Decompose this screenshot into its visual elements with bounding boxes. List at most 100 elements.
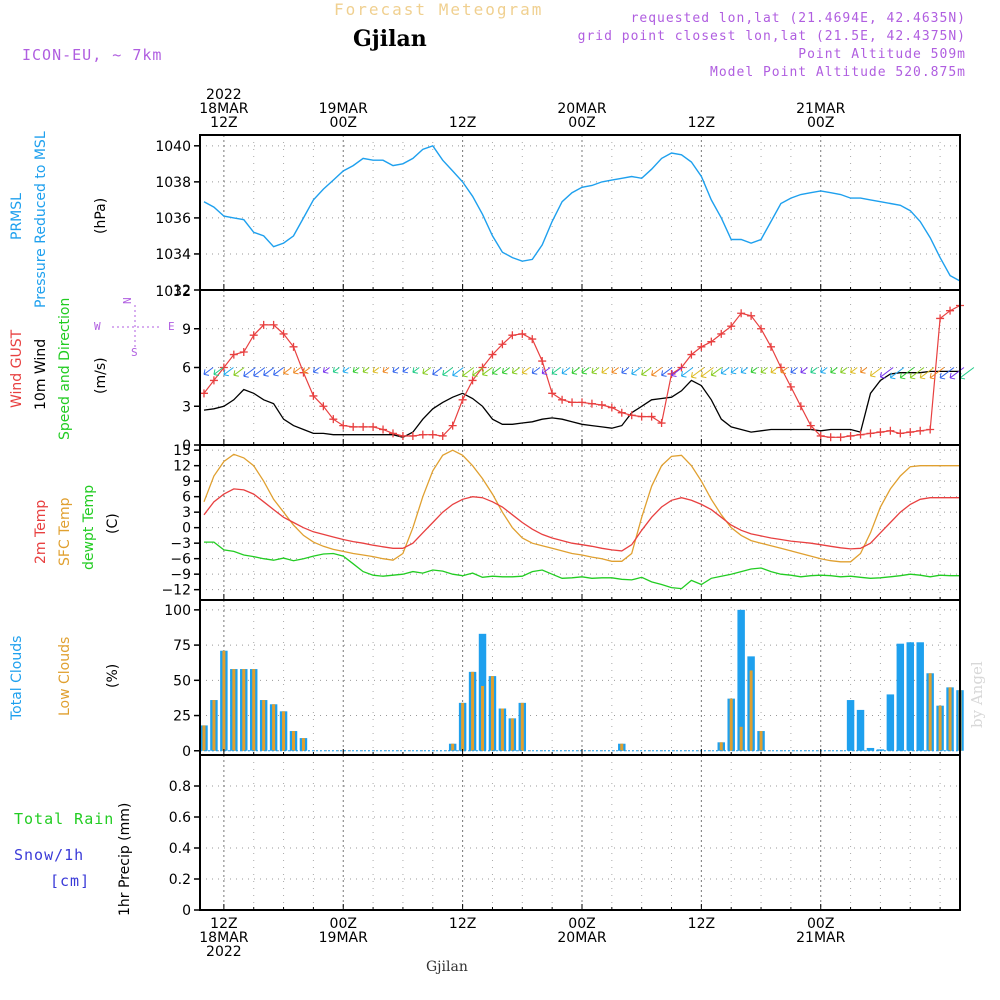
wind-direction-arrow xyxy=(720,367,730,375)
low-clouds-bar xyxy=(242,669,246,751)
bottom-time-label: 20MAR xyxy=(557,930,606,946)
wind-gust-marker xyxy=(766,342,775,351)
bottom-time-label: 18MAR xyxy=(199,930,248,946)
wind-direction-arrow xyxy=(273,367,284,377)
dewpt-temp-line xyxy=(204,541,960,590)
wind-speed-line xyxy=(203,370,960,438)
wind-gust-marker xyxy=(468,376,477,385)
model-label: ICON-EU, ~ 7km xyxy=(22,46,163,64)
wind-gust-marker xyxy=(747,311,756,320)
wind-direction-arrow xyxy=(611,367,620,375)
wind-gust-marker xyxy=(587,399,596,408)
wind-gust-marker xyxy=(936,314,945,323)
wind-gust-marker xyxy=(806,421,815,430)
wind-direction-arrow xyxy=(293,367,302,375)
bottom-time-label: 21MAR xyxy=(796,930,845,946)
low-clouds-bar xyxy=(490,676,494,751)
wind-direction-arrow xyxy=(332,366,340,374)
wind-direction-arrow xyxy=(283,367,292,375)
wind-gust-marker xyxy=(717,329,726,338)
wind-gust-marker xyxy=(518,329,527,338)
wind-gust-marker xyxy=(856,430,865,439)
wind-direction-arrow xyxy=(909,367,925,380)
wind-direction-arrow xyxy=(551,367,561,376)
point-altitude: Point Altitude 509m xyxy=(798,47,966,62)
wind-direction-arrow xyxy=(651,367,663,377)
low-clouds-bar xyxy=(481,685,485,751)
grid-point-coords: grid point closest lon,lat (21.5E, 42.43… xyxy=(577,29,966,44)
wind-direction-arrow xyxy=(501,367,511,375)
y-tick-label: 0.8 xyxy=(169,779,191,795)
wind-direction-arrow xyxy=(521,367,531,375)
precip-axis-label: 1hr Precip (mm) xyxy=(117,802,133,916)
y-tick-label: 75 xyxy=(173,638,191,654)
marks-layer xyxy=(199,301,975,442)
wind-direction-arrow xyxy=(571,367,581,375)
frames-layer xyxy=(199,134,961,911)
wind-gust-marker xyxy=(687,350,696,359)
low-clouds-bar xyxy=(212,700,216,751)
bottom-time-label: 19MAR xyxy=(319,930,368,946)
low-clouds-bar xyxy=(252,669,256,751)
sfc-temp-line xyxy=(203,449,960,563)
wind-direction-arrow xyxy=(382,366,390,374)
wind-gust-marker xyxy=(737,309,746,318)
wind-direction-arrow xyxy=(680,367,694,378)
panel-frame xyxy=(199,134,961,291)
wind-gust-marker xyxy=(916,426,925,435)
wind-gust-marker xyxy=(886,426,895,435)
wind-gust-marker xyxy=(816,431,825,440)
wind-direction-arrow xyxy=(860,367,868,374)
low-clouds-bar xyxy=(510,718,514,751)
wind-direction-arrow xyxy=(820,367,828,374)
wind-gust-marker xyxy=(906,428,915,437)
y-tick-label: 0 xyxy=(182,438,191,454)
panel-frame xyxy=(199,599,961,756)
wind-direction-arrow xyxy=(700,367,714,379)
low-clouds-bar xyxy=(749,670,753,751)
compass-south-label: S xyxy=(131,346,138,359)
compass-west-label: W xyxy=(94,320,101,333)
wind-direction-arrow xyxy=(750,367,758,374)
y-tick-label: 1032 xyxy=(155,284,191,300)
wind-gust-marker xyxy=(617,408,626,417)
wind-direction-arrow xyxy=(422,367,432,375)
wind-direction-arrow xyxy=(760,367,768,374)
wind-gust-marker xyxy=(329,415,338,424)
y-tick-label: 9 xyxy=(182,322,191,338)
low-clouds-bar xyxy=(282,711,286,751)
pressure-unit: (hPa) xyxy=(93,197,109,234)
top-time-label: 19MAR xyxy=(319,101,368,117)
low-clouds-bar xyxy=(292,731,296,751)
wind-gust-marker xyxy=(448,421,457,430)
low-clouds-bar xyxy=(232,669,236,751)
wind-gust-marker xyxy=(359,422,368,431)
wind-direction-arrow xyxy=(322,367,330,374)
wind-gust-marker xyxy=(349,422,358,431)
wind-gust-marker xyxy=(279,329,288,338)
top-time-label: 12Z xyxy=(210,115,237,131)
wind-direction-arrow xyxy=(442,367,454,377)
pressure-line xyxy=(203,144,961,282)
wind-direction-arrow xyxy=(531,367,541,375)
wind-gust-marker xyxy=(498,340,507,349)
wind-direction-arrow xyxy=(402,366,409,374)
wind-gust-marker xyxy=(319,402,328,411)
wind-gust-marker xyxy=(946,306,955,315)
wind-gust-marker xyxy=(528,335,537,344)
wind-gust-marker xyxy=(398,431,407,440)
wind-compass: W E S N xyxy=(94,297,175,359)
low-clouds-bar xyxy=(739,726,743,751)
wind-direction-arrow xyxy=(432,367,443,376)
wind-direction-arrow xyxy=(780,367,788,375)
bottom-time-label: 2022 xyxy=(206,944,242,960)
wind-gust-marker xyxy=(786,382,795,391)
y-tick-label: 12 xyxy=(173,459,191,475)
footer-location: Gjilan xyxy=(426,959,468,975)
wind-gust-marker xyxy=(866,429,875,438)
wind-gust-marker xyxy=(418,430,427,439)
low-clouds-bar xyxy=(202,725,206,751)
wind-direction-arrow xyxy=(810,367,818,375)
low-clouds-label: Low Clouds xyxy=(57,636,73,716)
